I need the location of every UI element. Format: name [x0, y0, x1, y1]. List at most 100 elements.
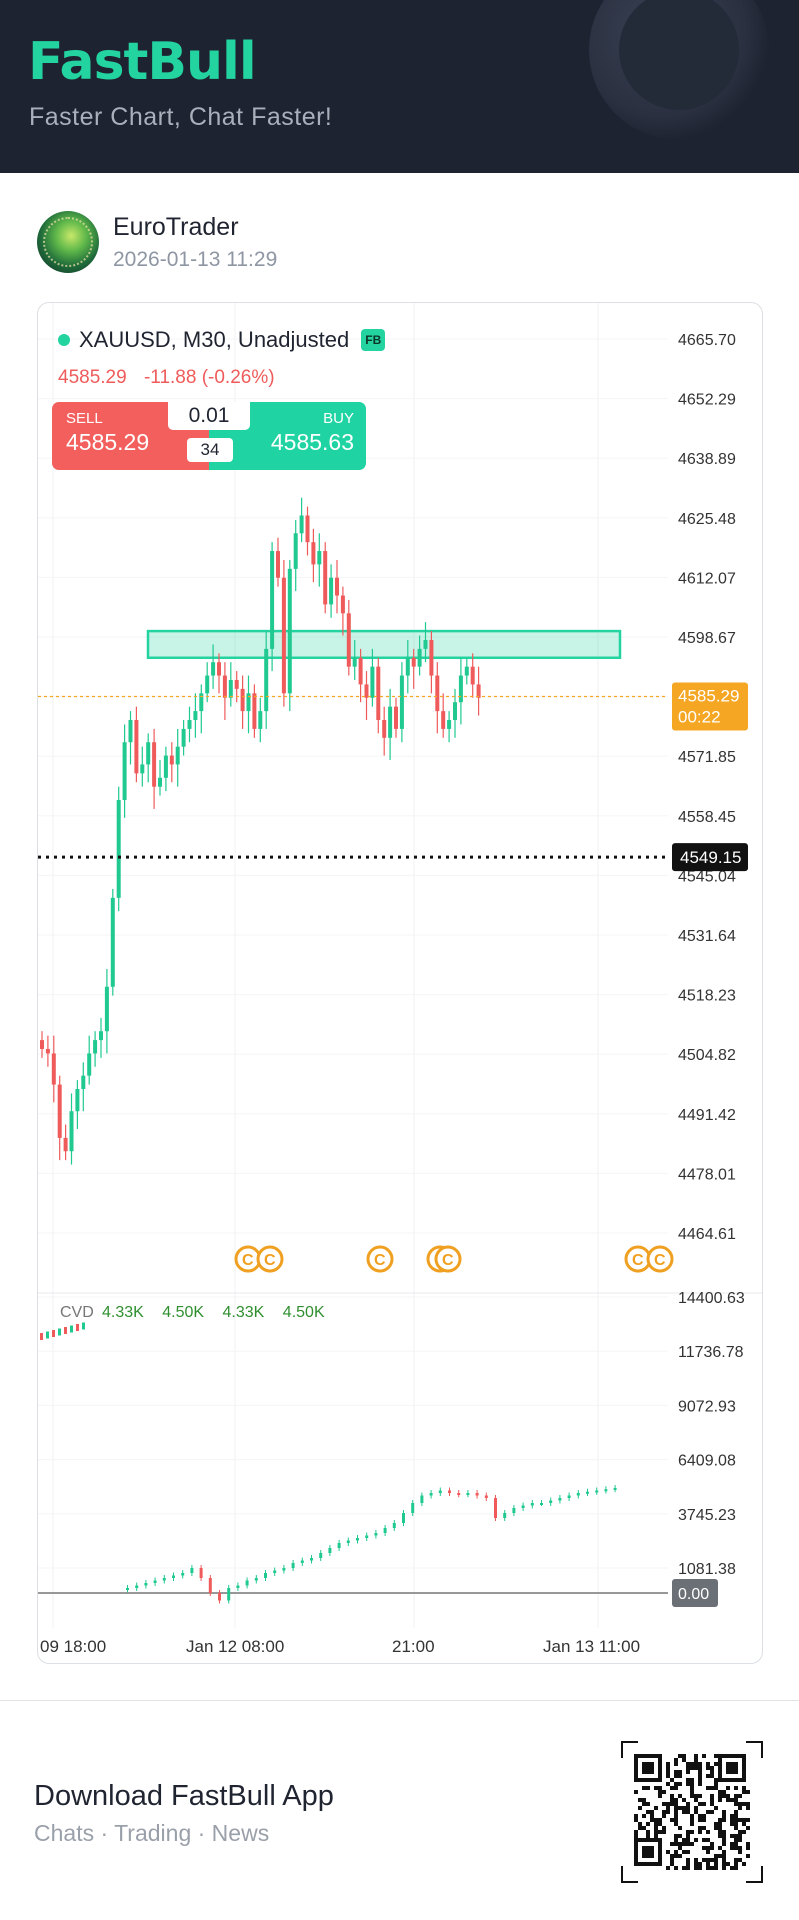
candle-body	[335, 577, 339, 596]
quantity-input[interactable]: 0.01	[168, 402, 250, 430]
candle-body	[394, 706, 398, 729]
qr-module	[678, 1854, 682, 1858]
qr-module	[710, 1842, 714, 1846]
qr-module	[646, 1834, 650, 1838]
qr-module	[666, 1810, 670, 1814]
qr-module	[666, 1762, 670, 1766]
qr-module	[742, 1802, 746, 1806]
qr-module	[730, 1822, 734, 1826]
price-tick-label: 4491.42	[678, 1107, 736, 1124]
qr-module	[674, 1786, 678, 1790]
candle-body	[169, 755, 174, 765]
x-axis-label: Jan 13 11:00	[543, 1637, 640, 1656]
qr-module	[674, 1806, 678, 1810]
qr-module	[682, 1806, 686, 1810]
zero-tag-value: 0.00	[678, 1586, 709, 1603]
candle-body	[276, 551, 280, 578]
candle-body	[423, 639, 428, 649]
candle-body	[51, 1053, 56, 1085]
qr-module	[686, 1766, 690, 1770]
qr-module	[698, 1766, 702, 1770]
qr-module	[658, 1818, 662, 1822]
status-dot-icon	[58, 334, 70, 346]
price-chart[interactable]: 4665.70 4652.29 4638.89 4625.48 4612.07 4598.…	[38, 303, 763, 1664]
qr-module	[738, 1850, 742, 1854]
qr-module	[654, 1786, 658, 1790]
cvd-bar	[76, 1324, 79, 1331]
cvd-bar	[227, 1588, 231, 1601]
cvd-bar	[172, 1575, 175, 1578]
qr-module	[726, 1798, 730, 1802]
qr-module	[722, 1794, 726, 1798]
fb-badge-icon: FB	[361, 329, 386, 351]
candle-body	[211, 662, 216, 676]
candle-body	[128, 720, 133, 743]
qr-frame	[621, 1741, 638, 1758]
cvd-bar	[291, 1563, 295, 1568]
buy-label: BUY	[323, 410, 354, 427]
cvd-bar	[328, 1548, 332, 1553]
qr-module	[646, 1802, 650, 1806]
qr-module	[730, 1866, 734, 1870]
qr-module	[686, 1842, 690, 1846]
qr-module	[678, 1754, 682, 1758]
qr-module	[718, 1830, 722, 1834]
qr-module	[734, 1822, 738, 1826]
candle-body	[464, 666, 469, 676]
qr-module	[670, 1858, 674, 1862]
last-price: 4585.29	[58, 367, 127, 388]
qr-module	[686, 1866, 690, 1870]
cvd-bar	[162, 1578, 166, 1581]
candle-body	[110, 897, 115, 987]
qr-module	[734, 1794, 738, 1798]
qr-module	[698, 1818, 702, 1822]
qr-module	[678, 1842, 682, 1846]
qr-module	[654, 1830, 658, 1834]
qr-module	[694, 1754, 698, 1758]
price-tick-label: 4518.23	[678, 988, 736, 1005]
qr-module	[666, 1782, 670, 1786]
qr-module	[694, 1858, 698, 1862]
qr-module	[698, 1826, 702, 1830]
qr-module	[682, 1754, 686, 1758]
candle-body	[63, 1137, 68, 1152]
qr-module	[682, 1866, 686, 1870]
candle-body	[317, 551, 322, 565]
sell-button[interactable]: SELL 4585.29	[52, 402, 209, 470]
download-app-link[interactable]: Download FastBull App	[34, 1780, 334, 1812]
qr-module	[718, 1834, 722, 1838]
qr-module	[670, 1786, 674, 1790]
candle-body	[399, 675, 404, 729]
qr-module	[714, 1862, 718, 1866]
qr-module	[718, 1846, 722, 1850]
avatar[interactable]	[37, 211, 99, 273]
candle-body	[40, 1040, 44, 1049]
qr-module	[710, 1810, 714, 1814]
candle-body	[441, 711, 446, 729]
qr-module	[722, 1850, 726, 1854]
cvd-bar	[540, 1503, 543, 1505]
sell-label: SELL	[66, 410, 103, 427]
qr-module	[698, 1802, 702, 1806]
qr-module	[710, 1802, 714, 1806]
symbol-text: XAUUSD, M30, Unadjusted	[79, 327, 350, 352]
candle-body	[476, 684, 481, 698]
qr-module	[694, 1798, 698, 1802]
cvd-bar	[604, 1489, 608, 1492]
cvd-value: 4.33K	[222, 1304, 265, 1321]
qr-code-icon[interactable]	[620, 1740, 764, 1884]
candle-body	[222, 675, 227, 698]
qr-module	[694, 1810, 698, 1814]
candle-body	[163, 755, 168, 778]
cvd-bar	[567, 1495, 571, 1498]
username[interactable]: EuroTrader	[113, 213, 239, 241]
qr-module	[682, 1838, 686, 1842]
cvd-tick-label: 9072.93	[678, 1398, 736, 1415]
qr-module	[730, 1814, 734, 1818]
cvd-tick-label: 11736.78	[678, 1344, 744, 1361]
cvd-bar	[135, 1585, 139, 1588]
chart-card[interactable]: 4665.70 4652.29 4638.89 4625.48 4612.07 4598.…	[37, 302, 763, 1664]
qr-module	[666, 1806, 670, 1810]
event-marker-letter: C	[242, 1252, 254, 1269]
cvd-tick-label: 14400.63	[678, 1290, 745, 1307]
